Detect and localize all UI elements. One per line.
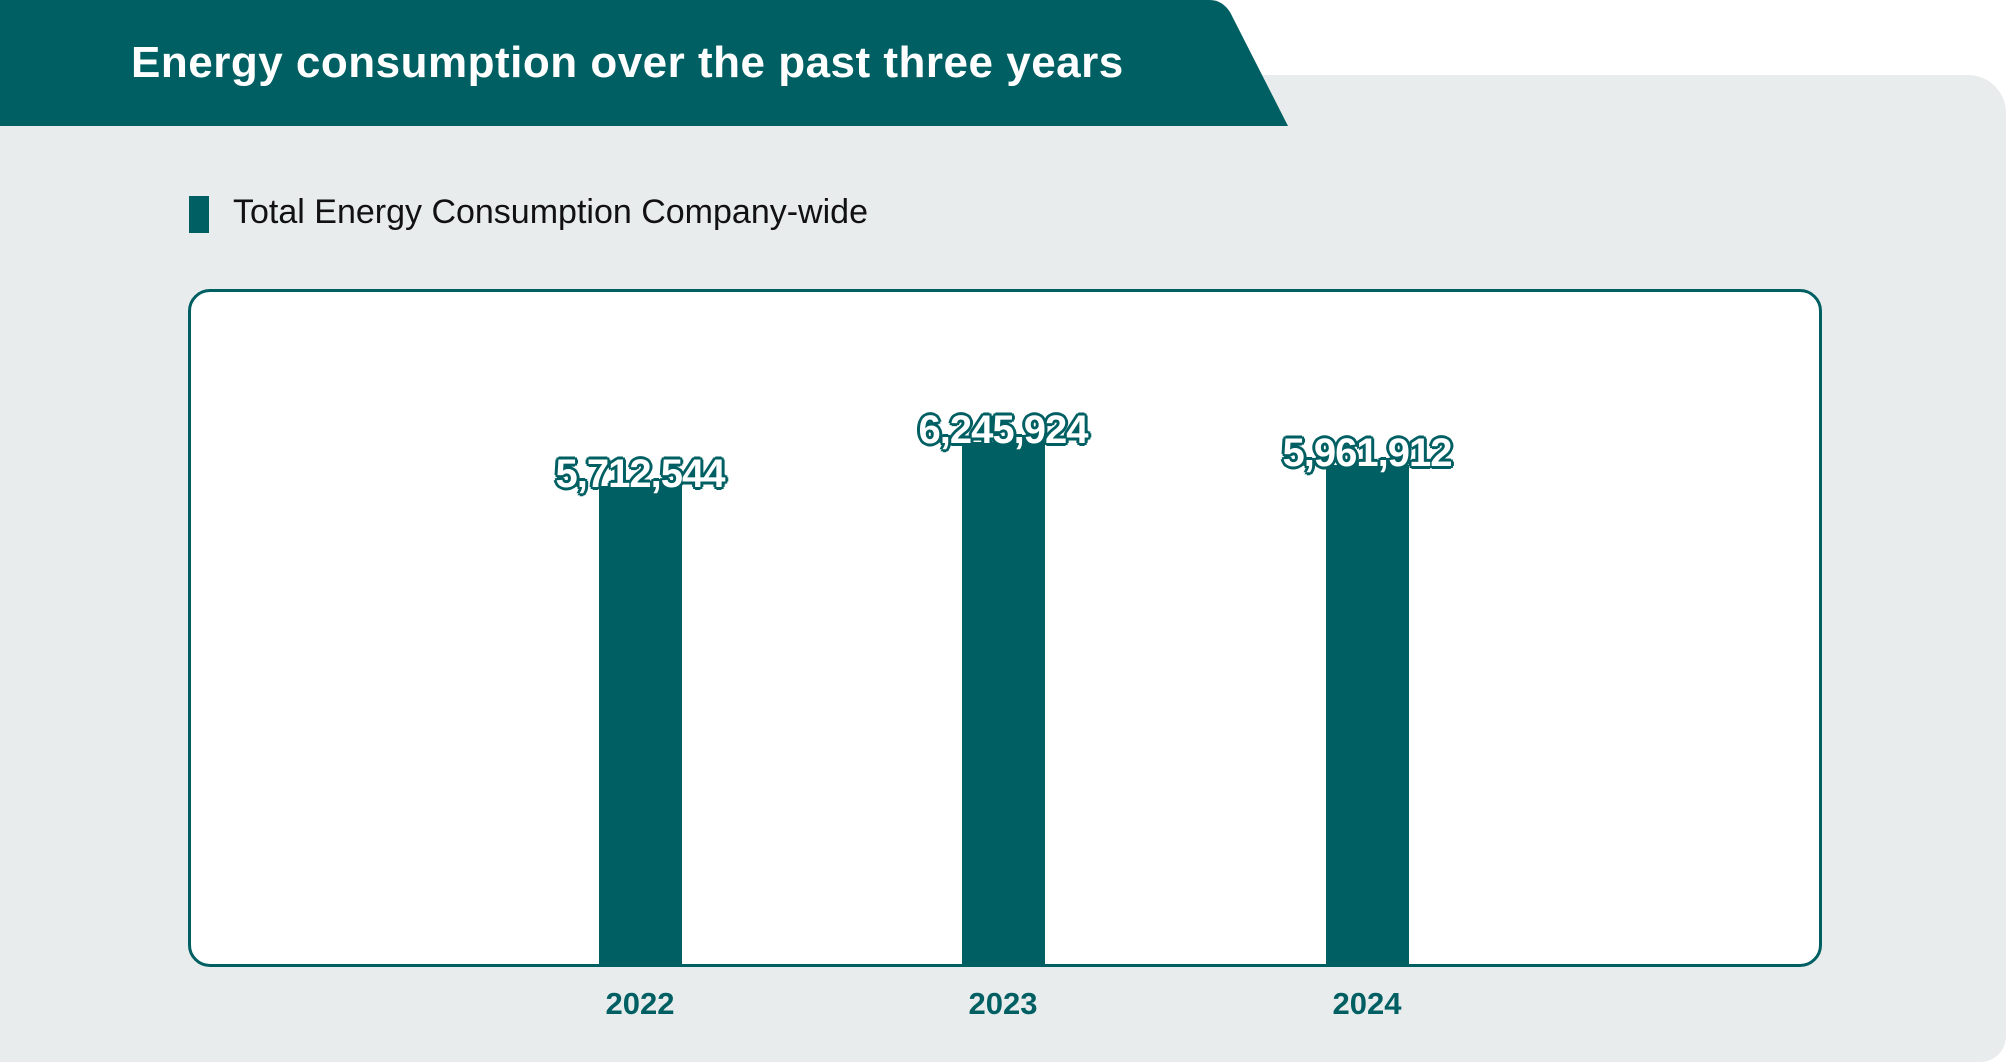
legend-label: Total Energy Consumption Company-wide bbox=[233, 193, 868, 231]
x-tick-label-2022: 2022 bbox=[605, 986, 675, 1021]
value-label-2024: 5,961,912 bbox=[1282, 431, 1453, 476]
legend-swatch bbox=[189, 196, 209, 233]
title-banner-shape bbox=[0, 0, 1288, 126]
x-tick-label-2023: 2023 bbox=[968, 986, 1038, 1021]
value-label-2023: 6,245,924 bbox=[918, 407, 1089, 452]
page-title: Energy consumption over the past three y… bbox=[131, 38, 1124, 87]
bar-2023 bbox=[962, 441, 1045, 964]
title-banner: Energy consumption over the past three y… bbox=[0, 0, 1290, 126]
bar-2022 bbox=[599, 486, 682, 964]
x-tick-label-2024: 2024 bbox=[1332, 986, 1402, 1021]
bar-2024 bbox=[1326, 465, 1409, 964]
value-label-2022: 5,712,544 bbox=[555, 452, 726, 497]
